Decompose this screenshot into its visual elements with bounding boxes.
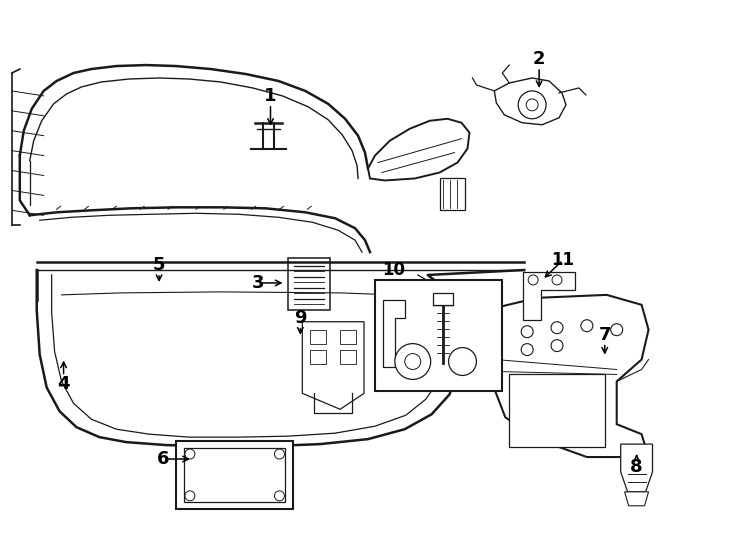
Text: 5: 5 [153, 256, 165, 274]
Text: 1: 1 [264, 87, 277, 105]
Polygon shape [487, 295, 649, 457]
Polygon shape [340, 330, 356, 343]
Circle shape [405, 354, 421, 369]
Circle shape [185, 491, 195, 501]
Text: 2: 2 [533, 50, 545, 68]
Circle shape [526, 99, 538, 111]
Polygon shape [625, 492, 649, 506]
Polygon shape [368, 119, 470, 180]
Circle shape [275, 449, 285, 459]
Polygon shape [310, 349, 326, 363]
Text: 8: 8 [631, 458, 643, 476]
Polygon shape [375, 280, 502, 392]
Polygon shape [302, 322, 364, 409]
Circle shape [551, 340, 563, 352]
Text: 4: 4 [57, 375, 70, 394]
Circle shape [395, 343, 431, 380]
Circle shape [528, 275, 538, 285]
Polygon shape [432, 293, 453, 305]
Polygon shape [288, 258, 330, 310]
Polygon shape [523, 272, 575, 320]
Text: 6: 6 [157, 450, 170, 468]
Circle shape [518, 91, 546, 119]
Circle shape [275, 491, 285, 501]
Circle shape [552, 275, 562, 285]
Polygon shape [310, 330, 326, 343]
Circle shape [448, 348, 476, 375]
Text: 7: 7 [598, 326, 611, 343]
Polygon shape [494, 78, 566, 125]
Circle shape [551, 322, 563, 334]
Polygon shape [383, 300, 405, 368]
Circle shape [521, 326, 533, 338]
Polygon shape [340, 349, 356, 363]
Text: 10: 10 [382, 261, 405, 279]
Text: 9: 9 [294, 309, 307, 327]
Polygon shape [176, 441, 294, 509]
Text: 11: 11 [551, 251, 575, 269]
Circle shape [185, 449, 195, 459]
Polygon shape [184, 448, 286, 502]
Polygon shape [509, 374, 605, 447]
Circle shape [611, 323, 622, 336]
Text: 3: 3 [252, 274, 265, 292]
Polygon shape [621, 444, 653, 492]
Circle shape [581, 320, 593, 332]
Circle shape [521, 343, 533, 355]
Polygon shape [440, 179, 465, 210]
